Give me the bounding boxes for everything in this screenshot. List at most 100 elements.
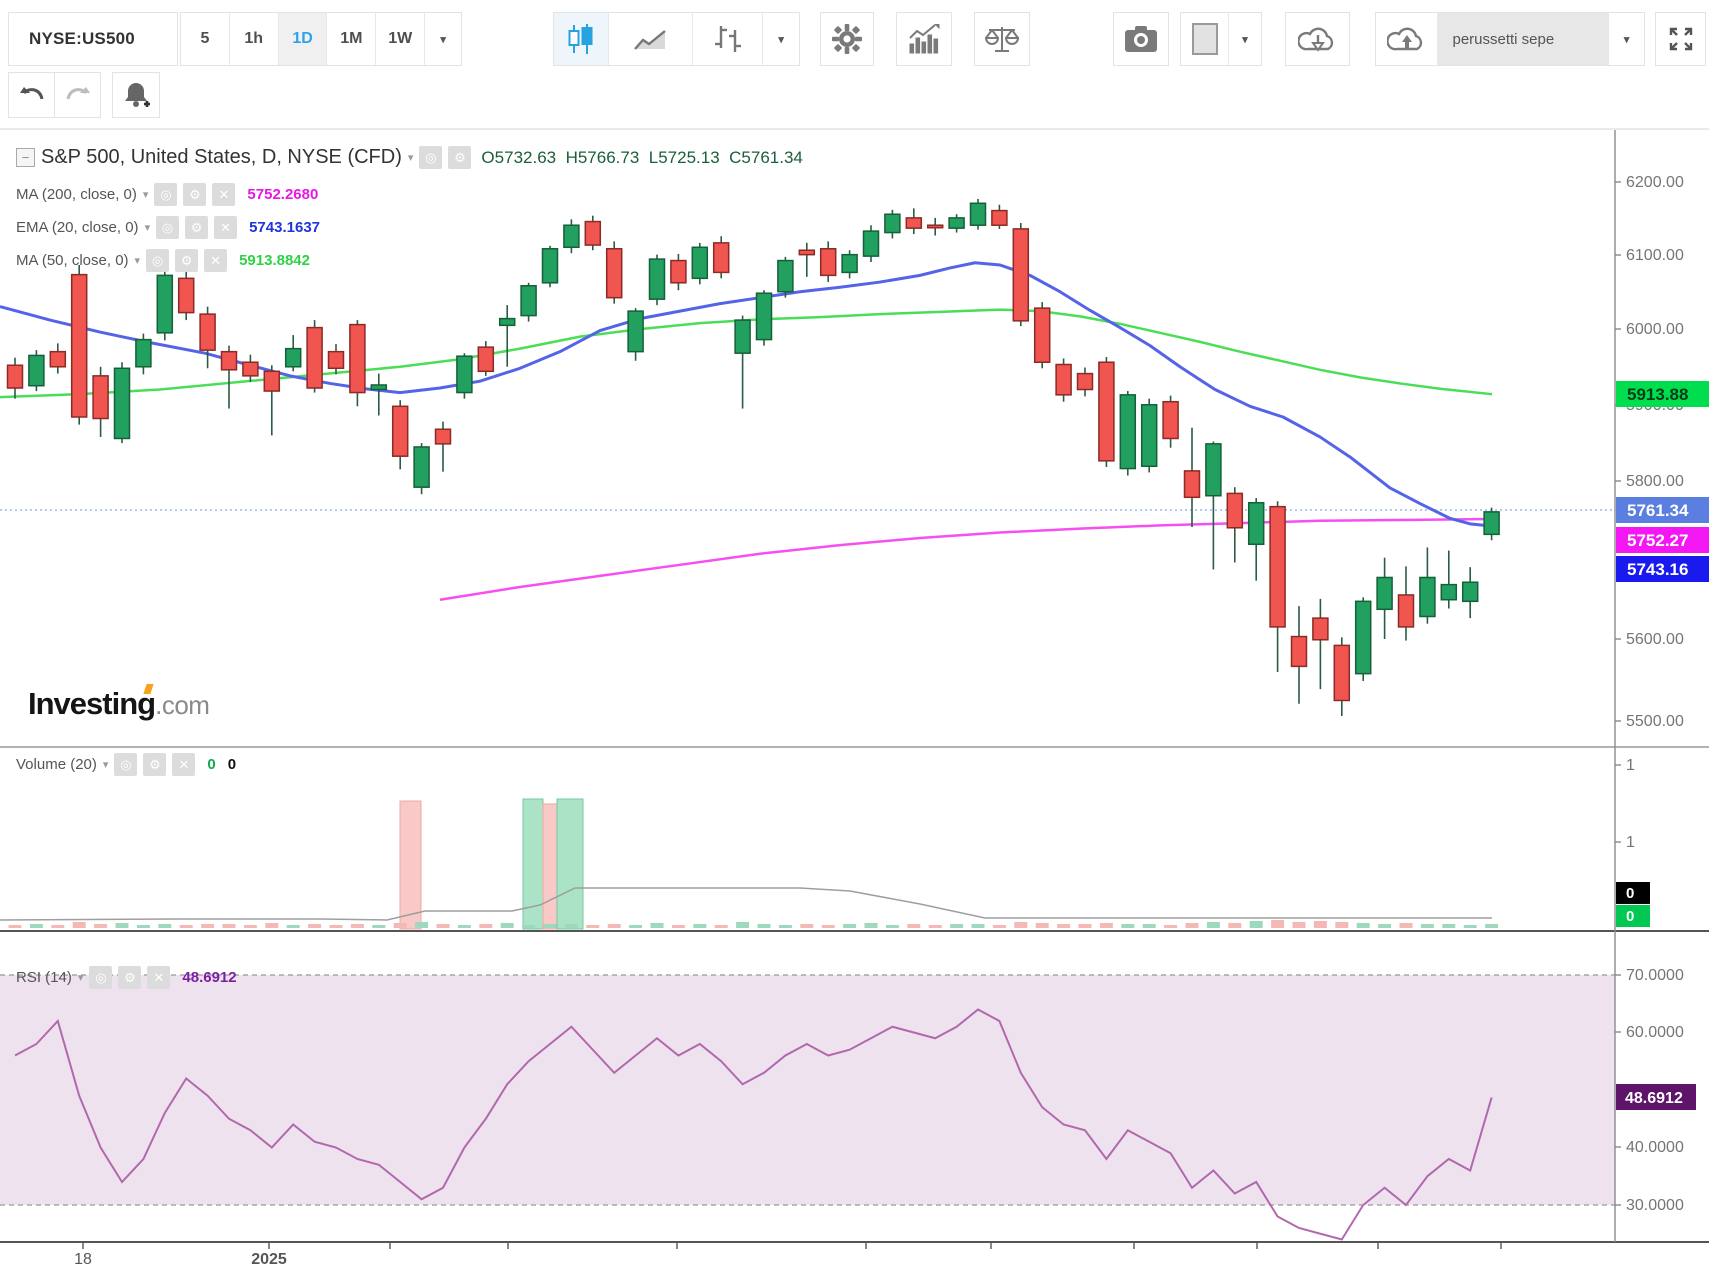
tf-1w-button[interactable]: 1W <box>376 13 426 65</box>
svg-text:5800.00: 5800.00 <box>1626 473 1684 490</box>
ema20-value: 5743.1637 <box>249 219 320 236</box>
background-color-group: ▾ <box>1180 12 1262 66</box>
ema20-close-icon[interactable]: ✕ <box>214 216 238 239</box>
symbol-label: NYSE:US500 <box>29 29 135 48</box>
user-menu[interactable]: perussetti sepe <box>1438 13 1610 65</box>
cloud-upload-icon <box>1386 27 1422 51</box>
redo-button[interactable] <box>54 72 101 118</box>
ema20-visibility-icon[interactable]: ◎ <box>156 216 180 239</box>
visibility-icon[interactable]: ◎ <box>419 146 443 169</box>
compare-button[interactable] <box>974 12 1030 66</box>
area-chart-type-button[interactable] <box>608 13 694 65</box>
background-color-button[interactable] <box>1181 13 1229 65</box>
svg-text:5752.27: 5752.27 <box>1627 531 1688 550</box>
rsi-caret[interactable]: ▾ <box>77 972 84 984</box>
fullscreen-icon <box>1669 27 1692 51</box>
indicators-button[interactable] <box>896 12 952 66</box>
ema20-settings-icon[interactable]: ⚙ <box>185 216 209 239</box>
tf-1m-button[interactable]: 1M <box>327 13 377 65</box>
gear-icon <box>832 24 862 54</box>
rsi-label: RSI (14) <box>16 969 72 986</box>
redo-arrow-icon <box>66 87 90 100</box>
ma200-close-icon[interactable]: ✕ <box>212 183 236 206</box>
symbol-search-box[interactable]: NYSE:US500 <box>8 12 178 66</box>
svg-text:48.6912: 48.6912 <box>1625 1090 1683 1107</box>
toolbar: NYSE:US500 5 1h 1D 1M 1W ▾ <box>0 0 1709 128</box>
background-color-caret[interactable]: ▾ <box>1229 13 1261 65</box>
settings-button[interactable] <box>820 12 874 66</box>
svg-text:70.0000: 70.0000 <box>1626 967 1684 984</box>
save-chart-group: perussetti sepe ▾ <box>1375 12 1645 66</box>
svg-text:2025: 2025 <box>251 1251 287 1268</box>
volume-settings-icon[interactable]: ⚙ <box>143 753 167 776</box>
rsi-settings-icon[interactable]: ⚙ <box>118 966 142 989</box>
ma200-settings-icon[interactable]: ⚙ <box>183 183 207 206</box>
svg-text:40.0000: 40.0000 <box>1626 1139 1684 1156</box>
bell-plus-icon <box>125 83 150 107</box>
rsi-visibility-icon[interactable]: ◎ <box>89 966 113 989</box>
svg-text:5600.00: 5600.00 <box>1626 631 1684 648</box>
scales-icon <box>985 27 1019 52</box>
ema20-label: EMA (20, close, 0) <box>16 219 139 236</box>
ma200-visibility-icon[interactable]: ◎ <box>154 183 178 206</box>
ma200-caret[interactable]: ▾ <box>142 189 149 201</box>
fullscreen-button[interactable] <box>1655 12 1706 66</box>
ema20-caret[interactable]: ▾ <box>144 222 151 234</box>
indicator-row-ema20: EMA (20, close, 0) ▾ ◎ ⚙ ✕ 5743.1637 <box>16 216 320 239</box>
svg-text:1: 1 <box>1626 757 1635 774</box>
volume-caret[interactable]: ▾ <box>102 759 109 771</box>
volume-visibility-icon[interactable]: ◎ <box>114 753 138 776</box>
svg-text:60.0000: 60.0000 <box>1626 1024 1684 1041</box>
tf-more-caret[interactable]: ▾ <box>425 13 462 65</box>
low-value: 5725.13 <box>658 147 720 167</box>
symbol-caret[interactable]: ▾ <box>407 152 414 164</box>
ma50-close-icon[interactable]: ✕ <box>204 249 228 272</box>
tf-1d-button[interactable]: 1D <box>278 13 328 65</box>
rsi-close-icon[interactable]: ✕ <box>147 966 171 989</box>
svg-text:5743.16: 5743.16 <box>1627 560 1688 579</box>
watermark-brand: Investing <box>28 686 156 721</box>
volume-ma-value: 0 <box>207 756 216 773</box>
ma50-visibility-icon[interactable]: ◎ <box>146 249 170 272</box>
svg-text:18: 18 <box>74 1251 92 1268</box>
ma50-caret[interactable]: ▾ <box>134 255 141 267</box>
alert-button[interactable] <box>112 72 160 118</box>
svg-text:0: 0 <box>1626 908 1634 925</box>
svg-text:6000.00: 6000.00 <box>1626 321 1684 338</box>
undo-button[interactable] <box>8 72 55 118</box>
symbol-legend-row: − S&P 500, United States, D, NYSE (CFD) … <box>16 146 803 169</box>
timeframe-group: 5 1h 1D 1M 1W ▾ <box>180 12 462 66</box>
ma50-value: 5913.8842 <box>239 252 310 269</box>
settings-mini-icon[interactable]: ⚙ <box>448 146 472 169</box>
ma50-label: MA (50, close, 0) <box>16 252 129 269</box>
ma50-settings-icon[interactable]: ⚙ <box>175 249 199 272</box>
ma200-value: 5752.2680 <box>247 186 319 203</box>
user-name-label: perussetti sepe <box>1452 30 1555 48</box>
ohlc-bars-icon <box>714 26 741 52</box>
camera-icon <box>1125 26 1157 52</box>
open-value: 5732.63 <box>494 147 557 167</box>
tf-1h-button[interactable]: 1h <box>229 13 279 65</box>
ohlc-bars-type-button[interactable] <box>693 13 764 65</box>
volume-close-icon[interactable]: ✕ <box>172 753 196 776</box>
volume-legend-row: Volume (20) ▾ ◎ ⚙ ✕ 0 0 <box>16 753 236 776</box>
indicator-row-ma50: MA (50, close, 0) ▾ ◎ ⚙ ✕ 5913.8842 <box>16 249 310 272</box>
snapshot-button[interactable] <box>1113 12 1169 66</box>
color-swatch <box>1191 23 1218 55</box>
chart-type-caret[interactable]: ▾ <box>763 13 800 65</box>
rsi-value: 48.6912 <box>182 969 237 986</box>
collapse-legend-button[interactable]: − <box>16 148 35 167</box>
user-menu-caret[interactable]: ▾ <box>1609 13 1644 65</box>
load-chart-button[interactable] <box>1285 12 1350 66</box>
ma200-label: MA (200, close, 0) <box>16 186 137 203</box>
svg-text:30.0000: 30.0000 <box>1626 1197 1684 1214</box>
candlestick-icon <box>568 24 593 54</box>
volume-value: 0 <box>227 756 237 773</box>
tf-5m-button[interactable]: 5 <box>181 13 230 65</box>
candlestick-type-button[interactable] <box>554 13 609 65</box>
svg-text:5761.34: 5761.34 <box>1627 501 1689 520</box>
save-chart-button[interactable] <box>1376 13 1439 65</box>
high-value: 5766.73 <box>577 147 640 167</box>
ohlc-readout: O5732.63 H5766.73 L5725.13 C5761.34 <box>481 147 803 167</box>
